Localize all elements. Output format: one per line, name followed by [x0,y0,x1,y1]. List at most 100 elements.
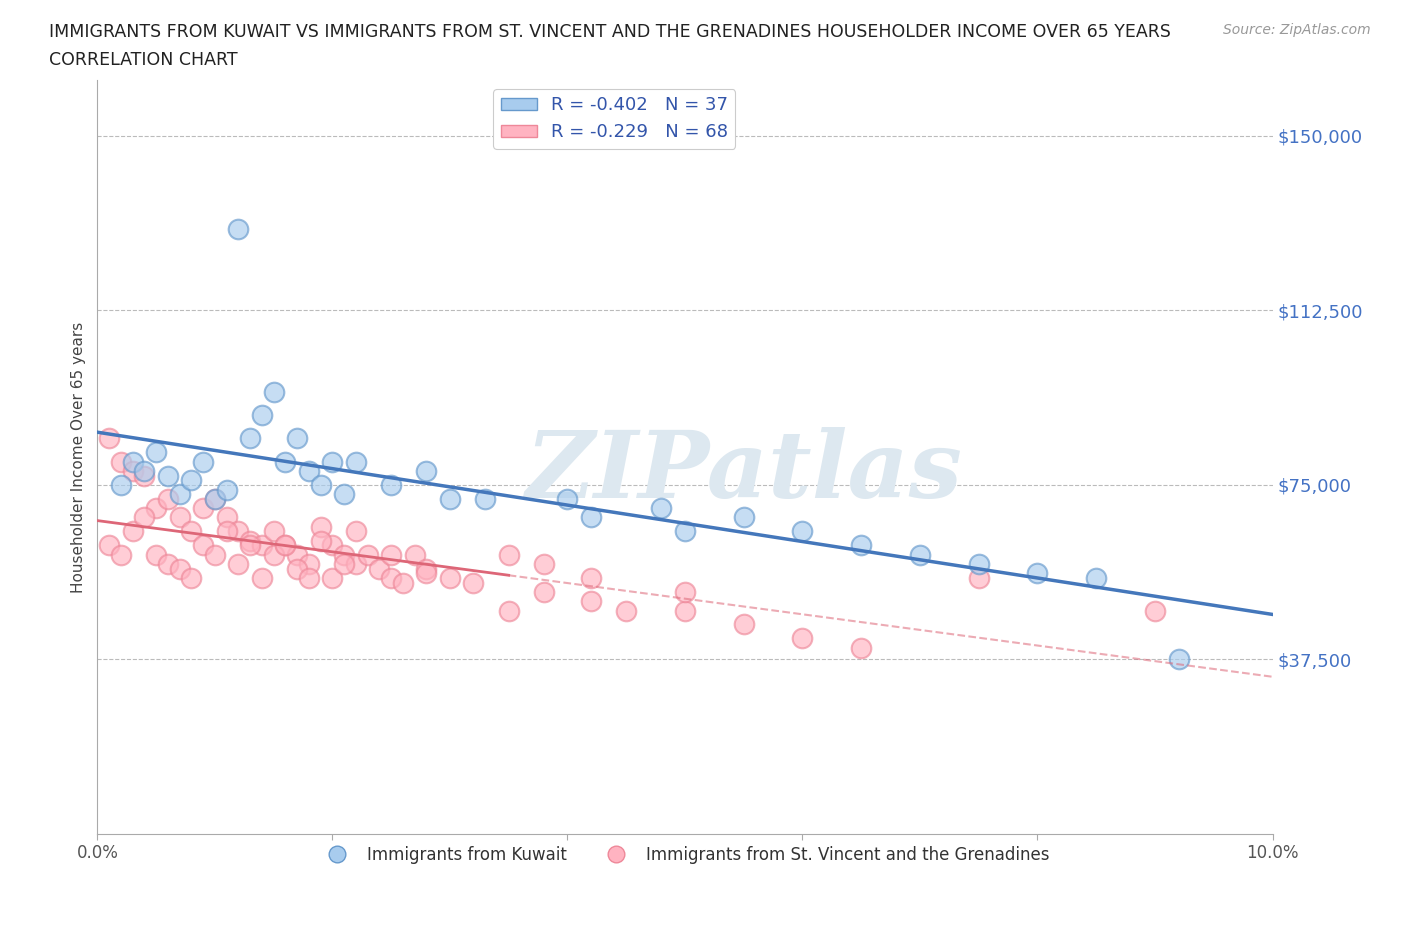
Text: ZIPatlas: ZIPatlas [526,427,962,517]
Point [498,547,520,562]
Point [169,510,191,525]
Point [557,491,579,506]
Point [309,519,332,534]
Point [439,570,461,585]
Point [180,524,202,538]
Point [98,538,121,552]
Point [228,524,250,538]
Point [156,468,179,483]
Point [274,538,297,552]
Point [274,454,297,469]
Point [533,556,555,571]
Point [285,431,308,445]
Point [309,533,332,548]
Point [392,575,415,590]
Point [309,477,332,492]
Point [156,556,179,571]
Point [121,463,143,478]
Point [1143,603,1166,618]
Point [134,463,156,478]
Point [967,570,990,585]
Point [263,547,285,562]
Point [215,482,238,497]
Point [298,570,321,585]
Point [250,538,273,552]
Point [191,500,214,515]
Point [169,561,191,576]
Point [404,547,426,562]
Point [673,584,696,599]
Point [579,570,602,585]
Point [98,431,121,445]
Point [250,570,273,585]
Point [474,491,496,506]
Point [110,454,132,469]
Point [344,556,367,571]
Point [191,538,214,552]
Point [333,556,356,571]
Point [145,445,167,459]
Point [650,500,672,515]
Point [344,454,367,469]
Point [134,468,156,483]
Point [298,463,321,478]
Point [333,547,356,562]
Point [733,510,755,525]
Point [228,221,250,236]
Point [439,491,461,506]
Point [1167,652,1189,667]
Point [967,556,990,571]
Point [321,570,343,585]
Point [356,547,378,562]
Point [204,491,226,506]
Point [380,547,402,562]
Point [368,561,391,576]
Point [298,556,321,571]
Point [415,463,437,478]
Point [908,547,931,562]
Point [110,547,132,562]
Point [134,510,156,525]
Point [533,584,555,599]
Point [792,631,814,646]
Point [180,570,202,585]
Point [673,524,696,538]
Point [1085,570,1108,585]
Y-axis label: Householder Income Over 65 years: Householder Income Over 65 years [72,322,86,592]
Point [344,524,367,538]
Point [145,547,167,562]
Point [110,477,132,492]
Point [121,454,143,469]
Text: IMMIGRANTS FROM KUWAIT VS IMMIGRANTS FROM ST. VINCENT AND THE GRENADINES HOUSEHO: IMMIGRANTS FROM KUWAIT VS IMMIGRANTS FRO… [49,23,1171,41]
Text: Source: ZipAtlas.com: Source: ZipAtlas.com [1223,23,1371,37]
Point [156,491,179,506]
Point [180,472,202,487]
Point [463,575,485,590]
Point [285,561,308,576]
Point [321,454,343,469]
Point [285,547,308,562]
Point [333,486,356,501]
Point [215,510,238,525]
Point [415,565,437,580]
Point [191,454,214,469]
Point [239,538,262,552]
Point [263,524,285,538]
Legend: Immigrants from Kuwait, Immigrants from St. Vincent and the Grenadines: Immigrants from Kuwait, Immigrants from … [314,840,1057,870]
Point [673,603,696,618]
Point [415,561,437,576]
Point [228,556,250,571]
Point [239,431,262,445]
Point [498,603,520,618]
Point [1026,565,1049,580]
Point [274,538,297,552]
Point [169,486,191,501]
Point [579,510,602,525]
Point [239,533,262,548]
Point [321,538,343,552]
Point [204,547,226,562]
Point [851,641,873,656]
Point [204,491,226,506]
Point [145,500,167,515]
Text: CORRELATION CHART: CORRELATION CHART [49,51,238,69]
